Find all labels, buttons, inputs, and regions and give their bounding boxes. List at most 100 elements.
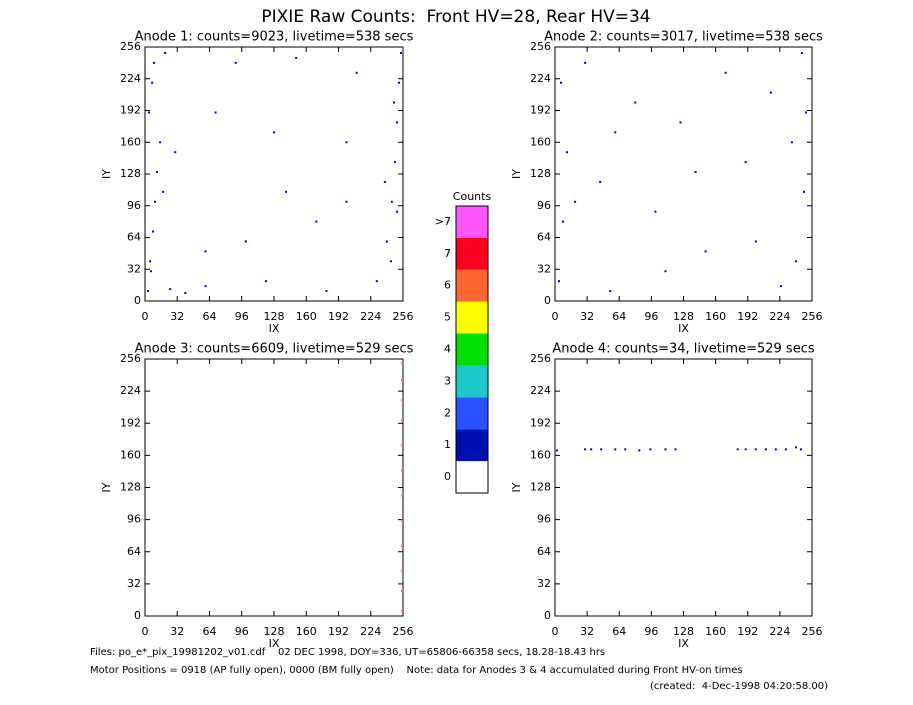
colorbar-swatch — [456, 365, 488, 398]
y-tick-label: 128 — [530, 481, 551, 494]
count-dot — [769, 91, 772, 94]
x-tick-label: 256 — [393, 310, 414, 323]
count-dot — [162, 190, 165, 193]
y-tick-label: 64 — [127, 231, 141, 244]
count-dot — [264, 280, 267, 283]
y-axis-label: IY — [510, 169, 523, 179]
x-axis-label: IX — [678, 637, 689, 650]
y-tick-label: 192 — [120, 416, 141, 429]
y-tick-label: 0 — [544, 609, 551, 622]
x-axis-label: IX — [269, 637, 280, 650]
count-dot — [385, 240, 388, 243]
x-tick-label: 192 — [737, 310, 758, 323]
count-dot — [400, 379, 403, 382]
y-tick-label: 256 — [530, 40, 551, 53]
x-tick-label: 128 — [673, 625, 694, 638]
count-dot — [244, 240, 247, 243]
y-tick-label: 96 — [537, 513, 551, 526]
count-dot — [556, 449, 559, 452]
count-dot — [164, 51, 167, 54]
count-dot — [395, 121, 398, 124]
colorbar-swatch — [456, 237, 488, 270]
y-tick-label: 128 — [120, 167, 141, 180]
y-tick-label: 160 — [530, 448, 551, 461]
count-dot — [400, 494, 403, 497]
footer-files: Files: po_e*_pix_19981202_v01.cdf 02 DEC… — [90, 647, 605, 658]
x-tick-label: 64 — [203, 625, 217, 638]
x-tick-label: 192 — [328, 625, 349, 638]
count-dot — [147, 290, 150, 293]
y-tick-label: 224 — [530, 72, 551, 85]
count-dot — [694, 171, 697, 174]
count-dot — [375, 280, 378, 283]
x-tick-label: 0 — [142, 625, 149, 638]
y-axis-label: IY — [100, 169, 113, 179]
count-dot — [558, 280, 561, 283]
count-dot — [562, 220, 565, 223]
count-dot — [804, 111, 807, 114]
colorbar-label: 7 — [444, 247, 451, 260]
y-tick-label: 96 — [537, 199, 551, 212]
count-dot — [400, 519, 403, 522]
x-tick-label: 32 — [170, 310, 184, 323]
count-dot — [150, 270, 153, 273]
count-dot — [600, 448, 603, 451]
count-dot — [345, 141, 348, 144]
colorbar-frame — [455, 205, 489, 494]
colorbar-swatch — [456, 397, 488, 430]
y-tick-label: 32 — [537, 577, 551, 590]
x-tick-label: 64 — [612, 625, 626, 638]
count-dot — [315, 220, 318, 223]
colorbar-label: 5 — [444, 311, 451, 324]
count-dot — [736, 448, 739, 451]
y-tick-label: 128 — [530, 167, 551, 180]
count-dot — [800, 51, 803, 54]
count-dot — [774, 448, 777, 451]
count-dot — [400, 544, 403, 547]
x-tick-label: 160 — [296, 310, 317, 323]
y-tick-label: 160 — [120, 448, 141, 461]
count-dot — [674, 448, 677, 451]
count-dot — [599, 180, 602, 183]
colorbar-label: 0 — [444, 470, 451, 483]
count-dot — [609, 290, 612, 293]
count-dot — [400, 569, 403, 572]
count-dot — [234, 61, 237, 64]
count-dot — [754, 240, 757, 243]
count-dot — [624, 448, 627, 451]
count-dot — [654, 210, 657, 213]
plot-frame — [144, 358, 404, 617]
count-dot — [400, 362, 403, 365]
x-tick-label: 224 — [360, 625, 381, 638]
plot-frame — [554, 358, 813, 617]
count-dot — [679, 121, 682, 124]
count-dot — [156, 171, 159, 174]
count-dot — [802, 190, 805, 193]
y-tick-label: 192 — [530, 104, 551, 117]
count-dot — [744, 161, 747, 164]
count-dot — [295, 56, 298, 59]
colorbar-label: 6 — [444, 279, 451, 292]
count-dot — [664, 448, 667, 451]
x-tick-label: 32 — [580, 625, 594, 638]
count-dot — [399, 51, 402, 54]
count-dot — [393, 161, 396, 164]
count-dot — [214, 111, 217, 114]
count-dot — [400, 444, 403, 447]
count-dot — [784, 448, 787, 451]
x-tick-label: 96 — [644, 625, 658, 638]
count-dot — [754, 448, 757, 451]
count-dot — [174, 151, 177, 154]
x-tick-label: 160 — [705, 310, 726, 323]
count-dot — [590, 448, 593, 451]
y-tick-label: 224 — [120, 72, 141, 85]
count-dot — [325, 290, 328, 293]
x-tick-label: 96 — [235, 310, 249, 323]
plot-frame — [144, 46, 404, 302]
x-tick-label: 0 — [142, 310, 149, 323]
count-dot — [566, 151, 569, 154]
count-dot — [159, 141, 162, 144]
count-dot — [704, 250, 707, 253]
count-dot — [148, 111, 151, 114]
count-dot — [574, 200, 577, 203]
